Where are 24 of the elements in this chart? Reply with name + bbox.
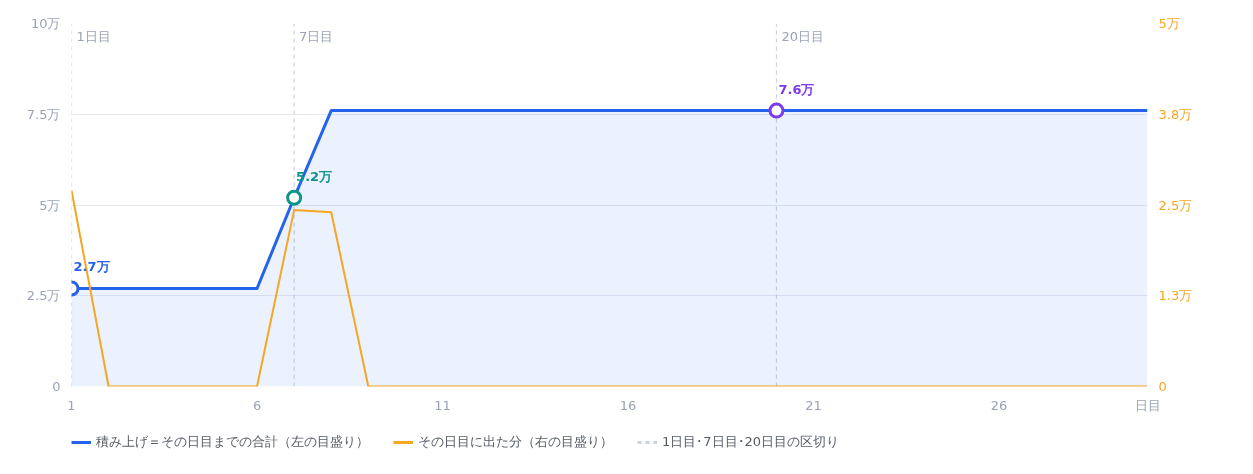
- y2-tick-label: 3.8万: [1158, 106, 1193, 122]
- x-tick-label: 16: [619, 397, 637, 413]
- y-tick-label: 5万: [39, 197, 61, 213]
- x-tick-label: 11: [434, 397, 451, 413]
- ref-line-label: 7日目: [299, 28, 334, 44]
- x-tick-label: 21: [805, 397, 822, 413]
- legend-label: 積み上げ＝その日目までの合計（左の目盛り）: [96, 433, 369, 451]
- ref-line-label: 1日目: [76, 28, 111, 44]
- legend-label: その日目に出た分（右の目盛り）: [418, 433, 613, 451]
- y-tick-label: 7.5万: [26, 106, 61, 122]
- x-tick-label: 日目: [1134, 397, 1161, 413]
- ref-line-label: 20日目: [781, 28, 825, 44]
- data-label: 7.6万: [778, 81, 815, 97]
- x-tick-label: 26: [990, 397, 1008, 413]
- x-tick-label: 6: [252, 397, 262, 413]
- y-tick-label: 10万: [30, 16, 61, 31]
- text: 1日目･7日目･20日目の区切り: [662, 433, 840, 451]
- y2-tick-label: 5万: [1158, 16, 1180, 31]
- y2-tick-label: 2.5万: [1158, 197, 1193, 213]
- y-tick-label: 2.5万: [26, 288, 61, 304]
- y2-tick-label: 1.3万: [1158, 288, 1193, 304]
- x-tick-label: 1: [67, 397, 76, 413]
- y-tick-label: 0: [52, 379, 61, 394]
- y2-tick-label: 0: [1158, 379, 1167, 394]
